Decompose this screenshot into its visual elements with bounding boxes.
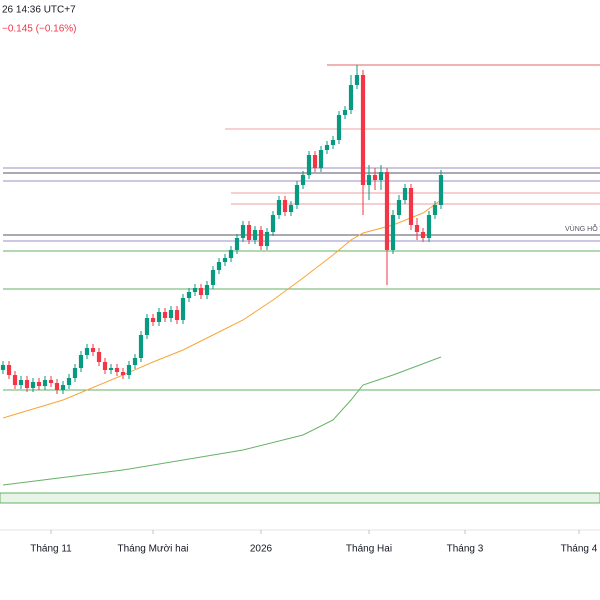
zone-label: VÙNG HỖ T — [565, 224, 600, 233]
ma-line — [2, 199, 442, 419]
candle-body — [54, 383, 60, 390]
candle-body — [174, 310, 180, 320]
candle-body — [90, 348, 96, 352]
candle-body — [144, 318, 150, 335]
candle-body — [102, 362, 108, 370]
candle-body — [234, 238, 240, 250]
candle-body — [216, 262, 222, 270]
header-time: 26 14:36 UTC+7 — [2, 5, 76, 16]
candle-body — [336, 115, 342, 140]
candle-body — [84, 348, 90, 355]
candle-body — [36, 382, 42, 386]
x-tick-label: Tháng Mười hai — [117, 544, 188, 555]
candle-body — [240, 225, 246, 238]
candle-body — [360, 75, 366, 185]
candle-body — [258, 230, 264, 246]
x-tick-label: Tháng 3 — [447, 544, 484, 555]
candle-body — [228, 250, 234, 258]
candle-body — [330, 140, 336, 145]
candle-body — [264, 232, 270, 246]
candle-body — [60, 385, 66, 390]
candle-body — [366, 175, 372, 185]
candle-body — [282, 200, 288, 212]
candle-body — [276, 200, 282, 215]
candle-body — [414, 225, 420, 232]
candle-body — [294, 185, 300, 205]
candle-body — [114, 368, 120, 372]
candle-body — [372, 175, 378, 180]
candle-body — [108, 368, 114, 370]
candle-body — [402, 188, 408, 200]
candle-body — [354, 75, 360, 85]
candle-body — [48, 380, 54, 383]
candle-body — [408, 188, 414, 225]
candle-body — [288, 205, 294, 212]
candle-body — [168, 310, 174, 318]
candle-body — [96, 352, 102, 362]
candle-body — [306, 155, 312, 175]
candle-body — [204, 285, 210, 295]
candle-body — [192, 288, 198, 292]
candle-body — [126, 365, 132, 375]
candle-body — [162, 312, 168, 318]
candle-body — [396, 200, 402, 215]
candle-body — [186, 292, 192, 298]
candle-body — [246, 225, 252, 240]
candle-body — [312, 155, 318, 168]
support-zone — [0, 492, 600, 504]
x-tick-label: Tháng 4 — [561, 544, 598, 555]
candle-body — [222, 258, 228, 262]
candle-body — [150, 318, 156, 322]
x-tick-label: 2026 — [250, 544, 273, 555]
candle-body — [420, 232, 426, 238]
candle-body — [180, 298, 186, 320]
ma-line — [2, 356, 442, 486]
candle-body — [390, 215, 396, 250]
candle-body — [6, 365, 12, 375]
candle-body — [78, 355, 84, 368]
candle-body — [24, 380, 30, 388]
candle-body — [384, 172, 390, 250]
candle-body — [438, 175, 444, 205]
candle-body — [210, 270, 216, 285]
header-change: −0.145 (−0.16%) — [2, 24, 77, 35]
x-tick-label: Tháng Hai — [346, 544, 392, 555]
candle-body — [66, 378, 72, 385]
x-tick-label: Tháng 11 — [30, 544, 72, 555]
candle-body — [252, 230, 258, 240]
candle-body — [324, 145, 330, 150]
candle-body — [318, 150, 324, 168]
candle-body — [72, 368, 78, 378]
candle-body — [156, 312, 162, 322]
candle-body — [270, 215, 276, 232]
candle-body — [138, 335, 144, 358]
candle-body — [120, 372, 126, 375]
candle-body — [198, 288, 204, 295]
candle-body — [0, 365, 6, 370]
candle-body — [42, 380, 48, 386]
candle-body — [378, 172, 384, 180]
candle-body — [30, 382, 36, 388]
candle-body — [300, 175, 306, 185]
candle-body — [432, 205, 438, 215]
candle-body — [132, 358, 138, 365]
candle-body — [426, 215, 432, 238]
candle-body — [348, 85, 354, 110]
candle-body — [12, 375, 18, 385]
candle-body — [342, 110, 348, 115]
candle-body — [18, 380, 24, 385]
